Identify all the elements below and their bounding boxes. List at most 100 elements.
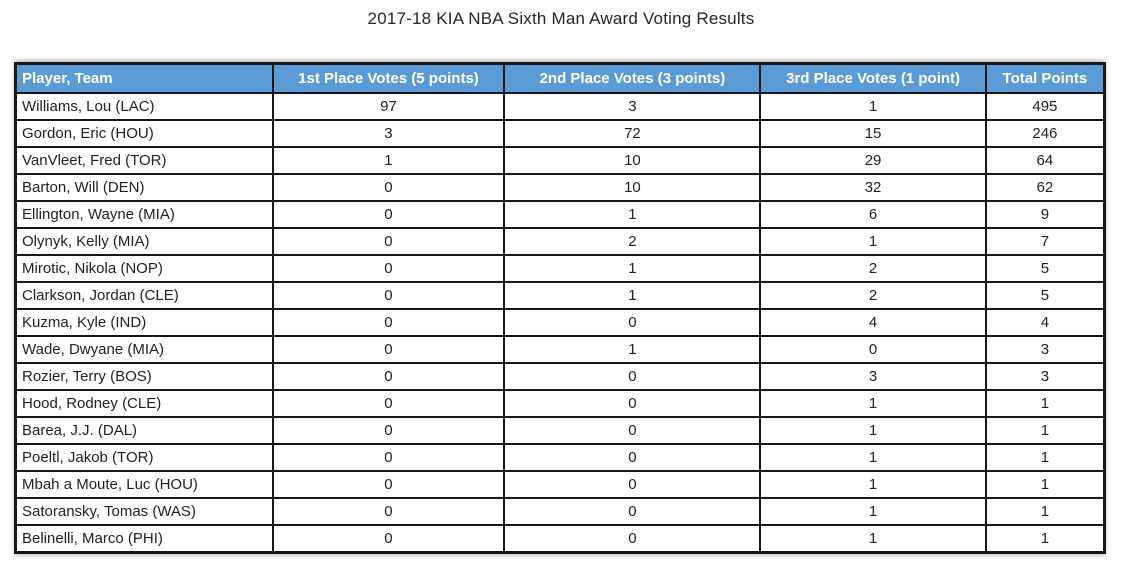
value-cell: 4 bbox=[984, 308, 1106, 337]
value-cell: 1 bbox=[759, 416, 987, 445]
table-header: Player, Team 1st Place Votes (5 points) 2n… bbox=[14, 62, 1106, 94]
column-header-2: 1st Place Votes (5 points) bbox=[271, 62, 506, 94]
value-cell: 2 bbox=[759, 281, 987, 310]
value-cell: 1 bbox=[984, 470, 1106, 499]
column-header-3: 2nd Place Votes (3 points) bbox=[503, 62, 762, 94]
value-cell: 1 bbox=[759, 497, 987, 526]
player-cell: Ellington, Wayne (MIA) bbox=[14, 200, 274, 229]
value-cell: 5 bbox=[984, 254, 1106, 283]
value-cell: 1 bbox=[759, 443, 987, 472]
player-cell: Clarkson, Jordan (CLE) bbox=[14, 281, 274, 310]
player-cell: Poeltl, Jakob (TOR) bbox=[14, 443, 274, 472]
table-row: Kuzma, Kyle (IND) 0 0 4 4 bbox=[14, 308, 1106, 337]
value-cell: 1 bbox=[984, 524, 1106, 554]
column-header-4: 3rd Place Votes (1 point) bbox=[759, 62, 987, 94]
player-cell: Mbah a Moute, Luc (HOU) bbox=[14, 470, 274, 499]
value-cell: 1 bbox=[503, 200, 762, 229]
value-cell: 0 bbox=[503, 362, 762, 391]
table-row: Belinelli, Marco (PHI) 0 0 1 1 bbox=[14, 524, 1106, 554]
value-cell: 1 bbox=[759, 389, 987, 418]
value-cell: 0 bbox=[759, 335, 987, 364]
table-row: Gordon, Eric (HOU) 3 72 15 246 bbox=[14, 119, 1106, 148]
table-row: Ellington, Wayne (MIA) 0 1 6 9 bbox=[14, 200, 1106, 229]
table-row: Mbah a Moute, Luc (HOU) 0 0 1 1 bbox=[14, 470, 1106, 499]
value-cell: 1 bbox=[984, 443, 1106, 472]
value-cell: 97 bbox=[271, 92, 506, 121]
value-cell: 0 bbox=[271, 443, 506, 472]
header-row: Player, Team 1st Place Votes (5 points) 2n… bbox=[14, 62, 1106, 94]
table-row: Clarkson, Jordan (CLE) 0 1 2 5 bbox=[14, 281, 1106, 310]
value-cell: 3 bbox=[503, 92, 762, 121]
table-row: Mirotic, Nikola (NOP) 0 1 2 5 bbox=[14, 254, 1106, 283]
value-cell: 246 bbox=[984, 119, 1106, 148]
value-cell: 495 bbox=[984, 92, 1106, 121]
player-cell: Williams, Lou (LAC) bbox=[14, 92, 274, 121]
player-cell: Kuzma, Kyle (IND) bbox=[14, 308, 274, 337]
value-cell: 15 bbox=[759, 119, 987, 148]
value-cell: 0 bbox=[271, 200, 506, 229]
table-row: Barton, Will (DEN) 0 10 32 62 bbox=[14, 173, 1106, 202]
value-cell: 62 bbox=[984, 173, 1106, 202]
value-cell: 0 bbox=[271, 281, 506, 310]
player-cell: VanVleet, Fred (TOR) bbox=[14, 146, 274, 175]
value-cell: 9 bbox=[984, 200, 1106, 229]
value-cell: 10 bbox=[503, 173, 762, 202]
value-cell: 0 bbox=[271, 362, 506, 391]
player-cell: Belinelli, Marco (PHI) bbox=[14, 524, 274, 554]
value-cell: 0 bbox=[503, 308, 762, 337]
value-cell: 1 bbox=[503, 254, 762, 283]
value-cell: 3 bbox=[984, 335, 1106, 364]
value-cell: 0 bbox=[503, 416, 762, 445]
value-cell: 0 bbox=[503, 389, 762, 418]
player-cell: Barton, Will (DEN) bbox=[14, 173, 274, 202]
table-row: Rozier, Terry (BOS) 0 0 3 3 bbox=[14, 362, 1106, 391]
value-cell: 1 bbox=[759, 470, 987, 499]
value-cell: 6 bbox=[759, 200, 987, 229]
value-cell: 29 bbox=[759, 146, 987, 175]
value-cell: 1 bbox=[984, 497, 1106, 526]
value-cell: 1 bbox=[759, 92, 987, 121]
value-cell: 64 bbox=[984, 146, 1106, 175]
table-row: Barea, J.J. (DAL) 0 0 1 1 bbox=[14, 416, 1106, 445]
value-cell: 1 bbox=[984, 416, 1106, 445]
value-cell: 0 bbox=[271, 497, 506, 526]
value-cell: 1 bbox=[759, 227, 987, 256]
value-cell: 1 bbox=[759, 524, 987, 554]
value-cell: 0 bbox=[503, 443, 762, 472]
player-cell: Gordon, Eric (HOU) bbox=[14, 119, 274, 148]
column-header-1: Player, Team bbox=[14, 62, 274, 94]
value-cell: 1 bbox=[503, 281, 762, 310]
table-row: Poeltl, Jakob (TOR) 0 0 1 1 bbox=[14, 443, 1106, 472]
value-cell: 2 bbox=[503, 227, 762, 256]
player-cell: Rozier, Terry (BOS) bbox=[14, 362, 274, 391]
value-cell: 0 bbox=[271, 227, 506, 256]
value-cell: 3 bbox=[759, 362, 987, 391]
value-cell: 0 bbox=[503, 470, 762, 499]
value-cell: 1 bbox=[503, 335, 762, 364]
value-cell: 32 bbox=[759, 173, 987, 202]
value-cell: 7 bbox=[984, 227, 1106, 256]
value-cell: 10 bbox=[503, 146, 762, 175]
value-cell: 1 bbox=[984, 389, 1106, 418]
table-row: Hood, Rodney (CLE) 0 0 1 1 bbox=[14, 389, 1106, 418]
value-cell: 0 bbox=[271, 173, 506, 202]
page-title: 2017-18 KIA NBA Sixth Man Award Voting R… bbox=[367, 9, 755, 28]
player-cell: Olynyk, Kelly (MIA) bbox=[14, 227, 274, 256]
value-cell: 3 bbox=[271, 119, 506, 148]
value-cell: 3 bbox=[984, 362, 1106, 391]
value-cell: 1 bbox=[271, 146, 506, 175]
player-cell: Satoransky, Tomas (WAS) bbox=[14, 497, 274, 526]
value-cell: 2 bbox=[759, 254, 987, 283]
player-cell: Mirotic, Nikola (NOP) bbox=[14, 254, 274, 283]
table-row: Satoransky, Tomas (WAS) 0 0 1 1 bbox=[14, 497, 1106, 526]
value-cell: 72 bbox=[503, 119, 762, 148]
value-cell: 4 bbox=[759, 308, 987, 337]
voting-results-table-container: Player, Team 1st Place Votes (5 points) 2n… bbox=[14, 62, 1106, 554]
column-header-5: Total Points bbox=[984, 62, 1106, 94]
value-cell: 0 bbox=[271, 389, 506, 418]
table-row: Wade, Dwyane (MIA) 0 1 0 3 bbox=[14, 335, 1106, 364]
value-cell: 0 bbox=[271, 524, 506, 554]
value-cell: 0 bbox=[503, 497, 762, 526]
value-cell: 0 bbox=[271, 335, 506, 364]
value-cell: 0 bbox=[503, 524, 762, 554]
